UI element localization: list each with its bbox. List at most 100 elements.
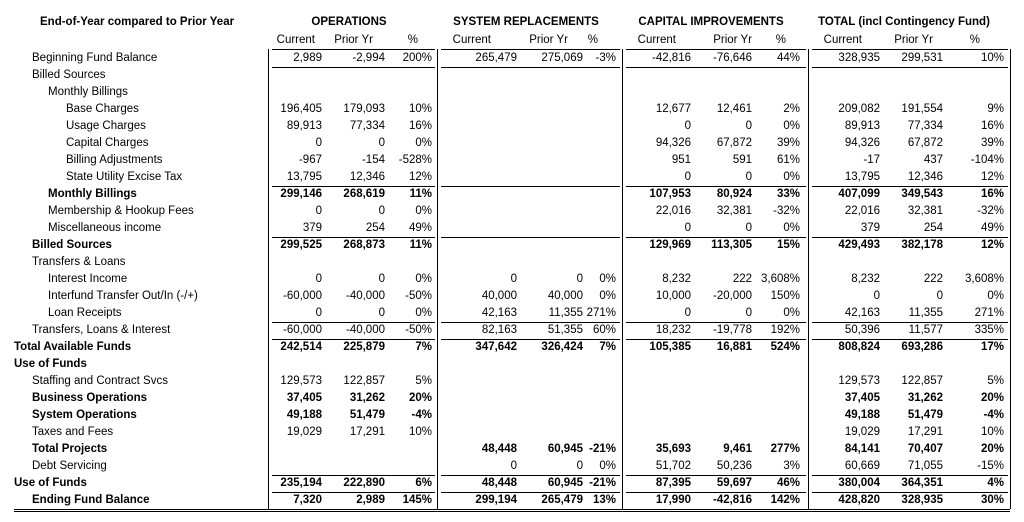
column-header: Current [276,34,315,46]
cell: 12,677 [655,103,691,115]
cell: 20% [980,392,1004,404]
cell: 11% [409,239,432,251]
row-label: Transfers & Loans [32,256,126,268]
cell: 192% [770,324,800,336]
cell: -40,000 [345,290,385,302]
cell: -104% [970,154,1004,166]
cell: 693,286 [901,341,943,353]
group-title: TOTAL (incl Contingency Fund) [818,16,990,28]
cell: -19,778 [712,324,752,336]
cell: 10% [408,426,432,438]
cell: 145% [402,494,432,506]
cell: 50,236 [716,460,752,472]
cell: 200% [402,52,432,64]
column-header: % [587,34,598,46]
cell: 70,407 [907,443,943,455]
cell: 0% [415,205,432,217]
cell: 89,913 [844,120,880,132]
cell: 59,697 [716,477,752,489]
cell: 0 [684,222,691,234]
cell: 94,326 [655,137,691,149]
cell: 235,194 [280,477,322,489]
cell: 82,163 [481,324,517,336]
cell: 222,890 [343,477,385,489]
cell: 48,448 [481,443,517,455]
rule [272,339,435,340]
rule [812,186,1008,187]
column-header: Current [637,34,676,46]
cell: 429,493 [838,239,880,251]
cell: 17,990 [655,494,691,506]
cell: 808,824 [838,341,880,353]
column-header: Prior Yr [713,34,752,46]
cell: 105,385 [649,341,691,353]
row-label: Total Projects [32,443,108,455]
cell: 19,029 [844,426,880,438]
cell: 37,405 [844,392,880,404]
cell: -32% [773,205,800,217]
row-label: Staffing and Contract Svcs [32,375,168,387]
cell: 22,016 [844,205,880,217]
cell: -4% [983,409,1004,421]
cell: -50% [405,290,432,302]
cell: 51,479 [907,409,943,421]
cell: 16% [408,120,432,132]
row-label: Billed Sources [32,239,112,251]
cell: 60,669 [844,460,880,472]
cell: 379 [860,222,880,234]
cell: 13% [592,494,616,506]
cell: 271% [586,307,616,319]
rule [812,492,1008,493]
cell: 0 [378,137,385,149]
cell: 0 [315,273,322,285]
cell: 299,194 [475,494,517,506]
cell: 12% [980,239,1004,251]
cell: 3,608% [760,273,800,285]
cell: 225,879 [343,341,385,353]
cell: 6% [415,477,432,489]
cell: 265,479 [541,494,583,506]
cell: -60,000 [282,290,322,302]
row-label: Ending Fund Balance [32,494,150,506]
cell: 407,099 [838,188,880,200]
cell: 0% [783,171,800,183]
cell: 277% [770,443,800,455]
cell: 61% [776,154,800,166]
cell: -154 [361,154,385,166]
cell: 2,989 [356,494,385,506]
cell: -42,816 [712,494,752,506]
row-label: System Operations [32,409,137,421]
cell: 30% [980,494,1004,506]
cell: 428,820 [838,494,880,506]
cell: 0 [745,307,752,319]
cell: 77,334 [349,120,385,132]
cell: 22,016 [655,205,691,217]
cell: 17% [980,341,1004,353]
cell: 7,320 [293,494,322,506]
cell: 265,479 [475,52,517,64]
cell: -50% [405,324,432,336]
cell: 129,573 [280,375,322,387]
group-title: CAPITAL IMPROVEMENTS [638,16,784,28]
rule [812,237,1008,238]
row-label: Interest Income [48,273,128,285]
cell: 122,857 [343,375,385,387]
cell: 0% [599,273,616,285]
cell: 0% [415,273,432,285]
cell: 0 [684,120,691,132]
group-title: SYSTEM REPLACEMENTS [453,16,599,28]
cell: 0 [873,290,880,302]
cell: 3,608% [964,273,1004,285]
rule [272,322,435,323]
cell: 10,000 [655,290,691,302]
cell: 39% [776,137,800,149]
rule [441,186,620,187]
cell: 209,082 [838,103,880,115]
row-label: Billing Adjustments [66,154,163,166]
cell: 0 [378,273,385,285]
cell: 524% [770,341,800,353]
cell: -21% [589,443,616,455]
cell: 10% [408,103,432,115]
cell: 11,577 [908,324,943,336]
cell: 0% [599,460,616,472]
